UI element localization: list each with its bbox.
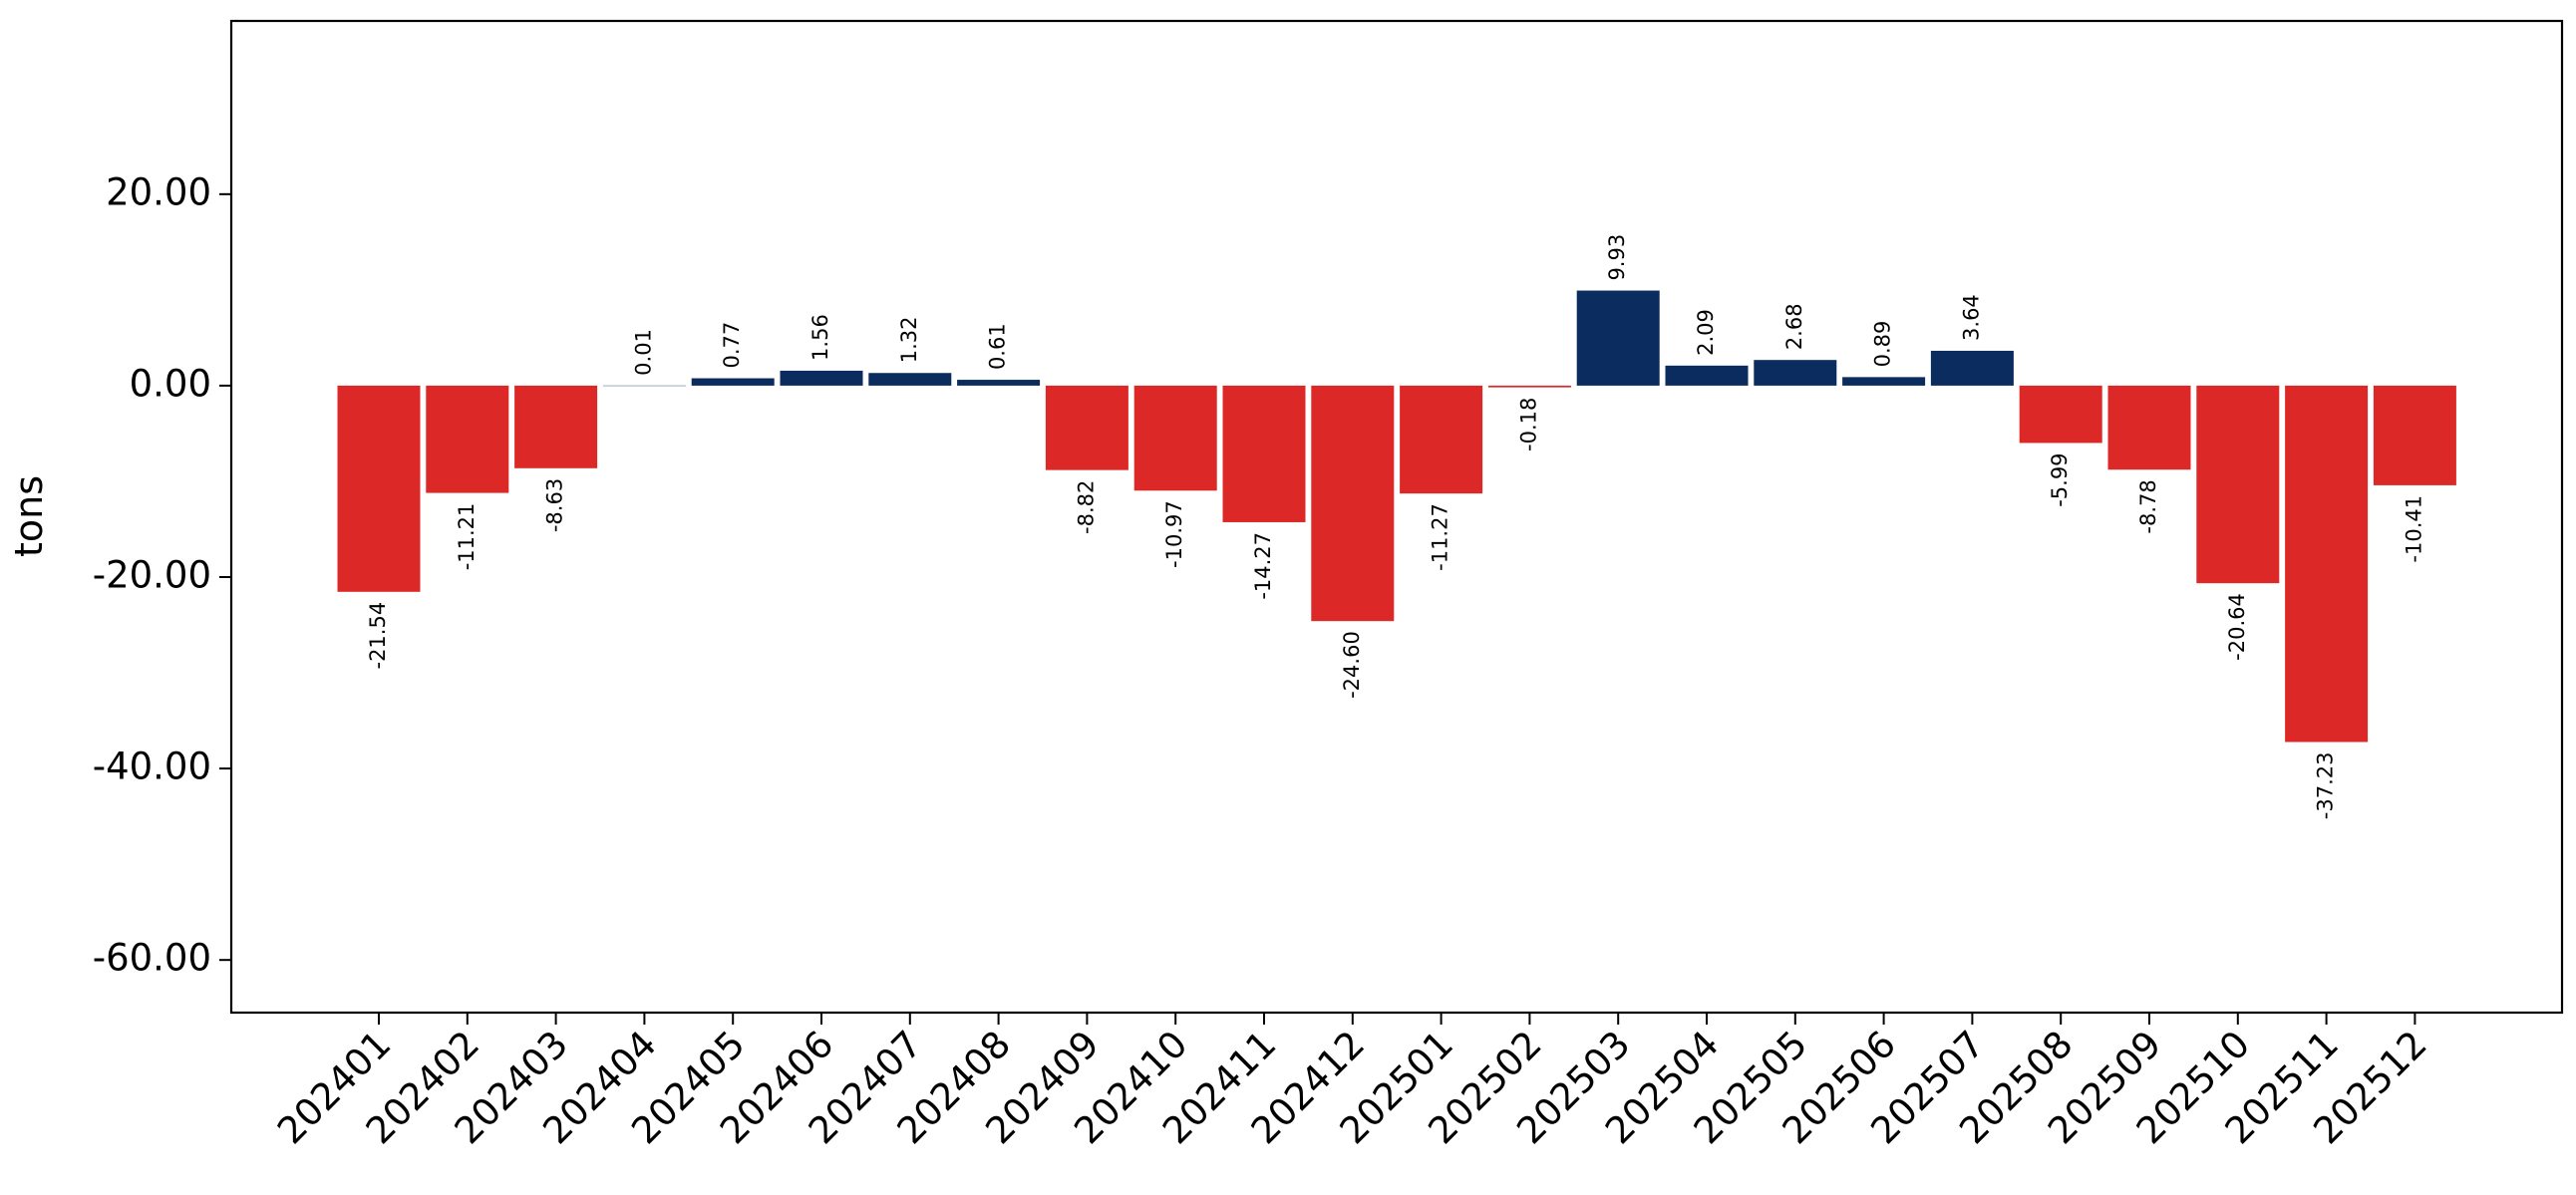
data-label-202409: -8.82 [1074,480,1098,534]
bar-202504 [1665,365,1749,386]
data-labels-layer: -21.54 -11.21 -8.63 0.01 0.77 1.56 1.32 0.61 -8.… [366,234,2425,819]
bars-layer [337,290,2456,743]
y-tick-label-3: 0.00 [130,362,211,405]
data-label-202510: -20.64 [2225,593,2249,661]
bar-202505 [1754,360,1837,386]
bar-202509 [2107,385,2191,470]
bar-202512 [2373,385,2456,485]
data-label-202403: -8.63 [543,478,567,532]
bar-202511 [2285,385,2369,743]
bar-202402 [426,385,509,493]
data-label-202401: -21.54 [366,602,390,670]
bar-202502 [1487,385,1571,388]
y-tick-label-2: -20.00 [93,554,211,597]
y-axis-label: tons [7,475,51,557]
bar-202503 [1576,290,1660,386]
x-axis: 2024012024022024032024042024052024062024… [269,1013,2435,1152]
bar-202507 [1930,350,2014,386]
plot-frame [229,19,2564,1015]
data-label-202509: -8.78 [2136,479,2160,533]
data-label-202405: 0.77 [720,322,744,369]
bar-202411 [1222,385,1306,522]
bar-202407 [868,373,952,386]
bar-202410 [1133,385,1217,491]
data-label-202508: -5.99 [2048,452,2072,506]
bar-202508 [2019,385,2102,444]
y-axis: -60.00 -40.00 -20.00 0.00 20.00 [93,170,231,980]
data-label-202410: -10.97 [1162,500,1186,568]
data-label-202407: 1.32 [897,316,921,363]
data-label-202511: -37.23 [2314,751,2338,819]
data-label-202506: 0.89 [1871,321,1895,368]
bar-202501 [1400,385,1483,494]
bar-202405 [691,378,775,386]
y-tick-label-1: -40.00 [93,746,211,788]
bar-202403 [514,385,598,468]
data-label-202406: 1.56 [808,314,832,361]
data-label-202504: 2.09 [1694,309,1718,356]
data-label-202408: 0.61 [986,323,1010,370]
data-label-202507: 3.64 [1959,294,1983,341]
bar-202510 [2196,385,2280,584]
y-tick-label-0: -60.00 [93,937,211,980]
bar-202506 [1842,377,1926,386]
data-label-202503: 9.93 [1605,234,1629,281]
data-label-202502: -0.18 [1516,398,1540,451]
data-label-202501: -11.27 [1429,503,1452,571]
data-label-202505: 2.68 [1782,303,1806,350]
data-label-202512: -10.41 [2402,495,2425,563]
bar-202406 [780,370,863,386]
data-label-202411: -14.27 [1251,532,1275,600]
bar-202401 [337,385,421,592]
data-label-202412: -24.60 [1340,631,1364,699]
bar-202412 [1311,385,1395,622]
data-label-202404: 0.01 [631,329,655,376]
data-label-202402: -11.21 [455,503,479,571]
bar-202409 [1045,385,1128,470]
bar-202408 [957,380,1041,386]
y-tick-label-4: 20.00 [106,170,211,213]
